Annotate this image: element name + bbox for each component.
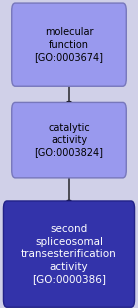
Text: second
spliceosomal
transesterification
activity
[GO:0000386]: second spliceosomal transesterification … (21, 224, 117, 284)
FancyBboxPatch shape (12, 3, 126, 86)
Text: catalytic
activity
[GO:0003824]: catalytic activity [GO:0003824] (34, 123, 104, 157)
FancyBboxPatch shape (12, 102, 126, 178)
Text: molecular
function
[GO:0003674]: molecular function [GO:0003674] (34, 27, 104, 62)
FancyBboxPatch shape (3, 201, 135, 307)
